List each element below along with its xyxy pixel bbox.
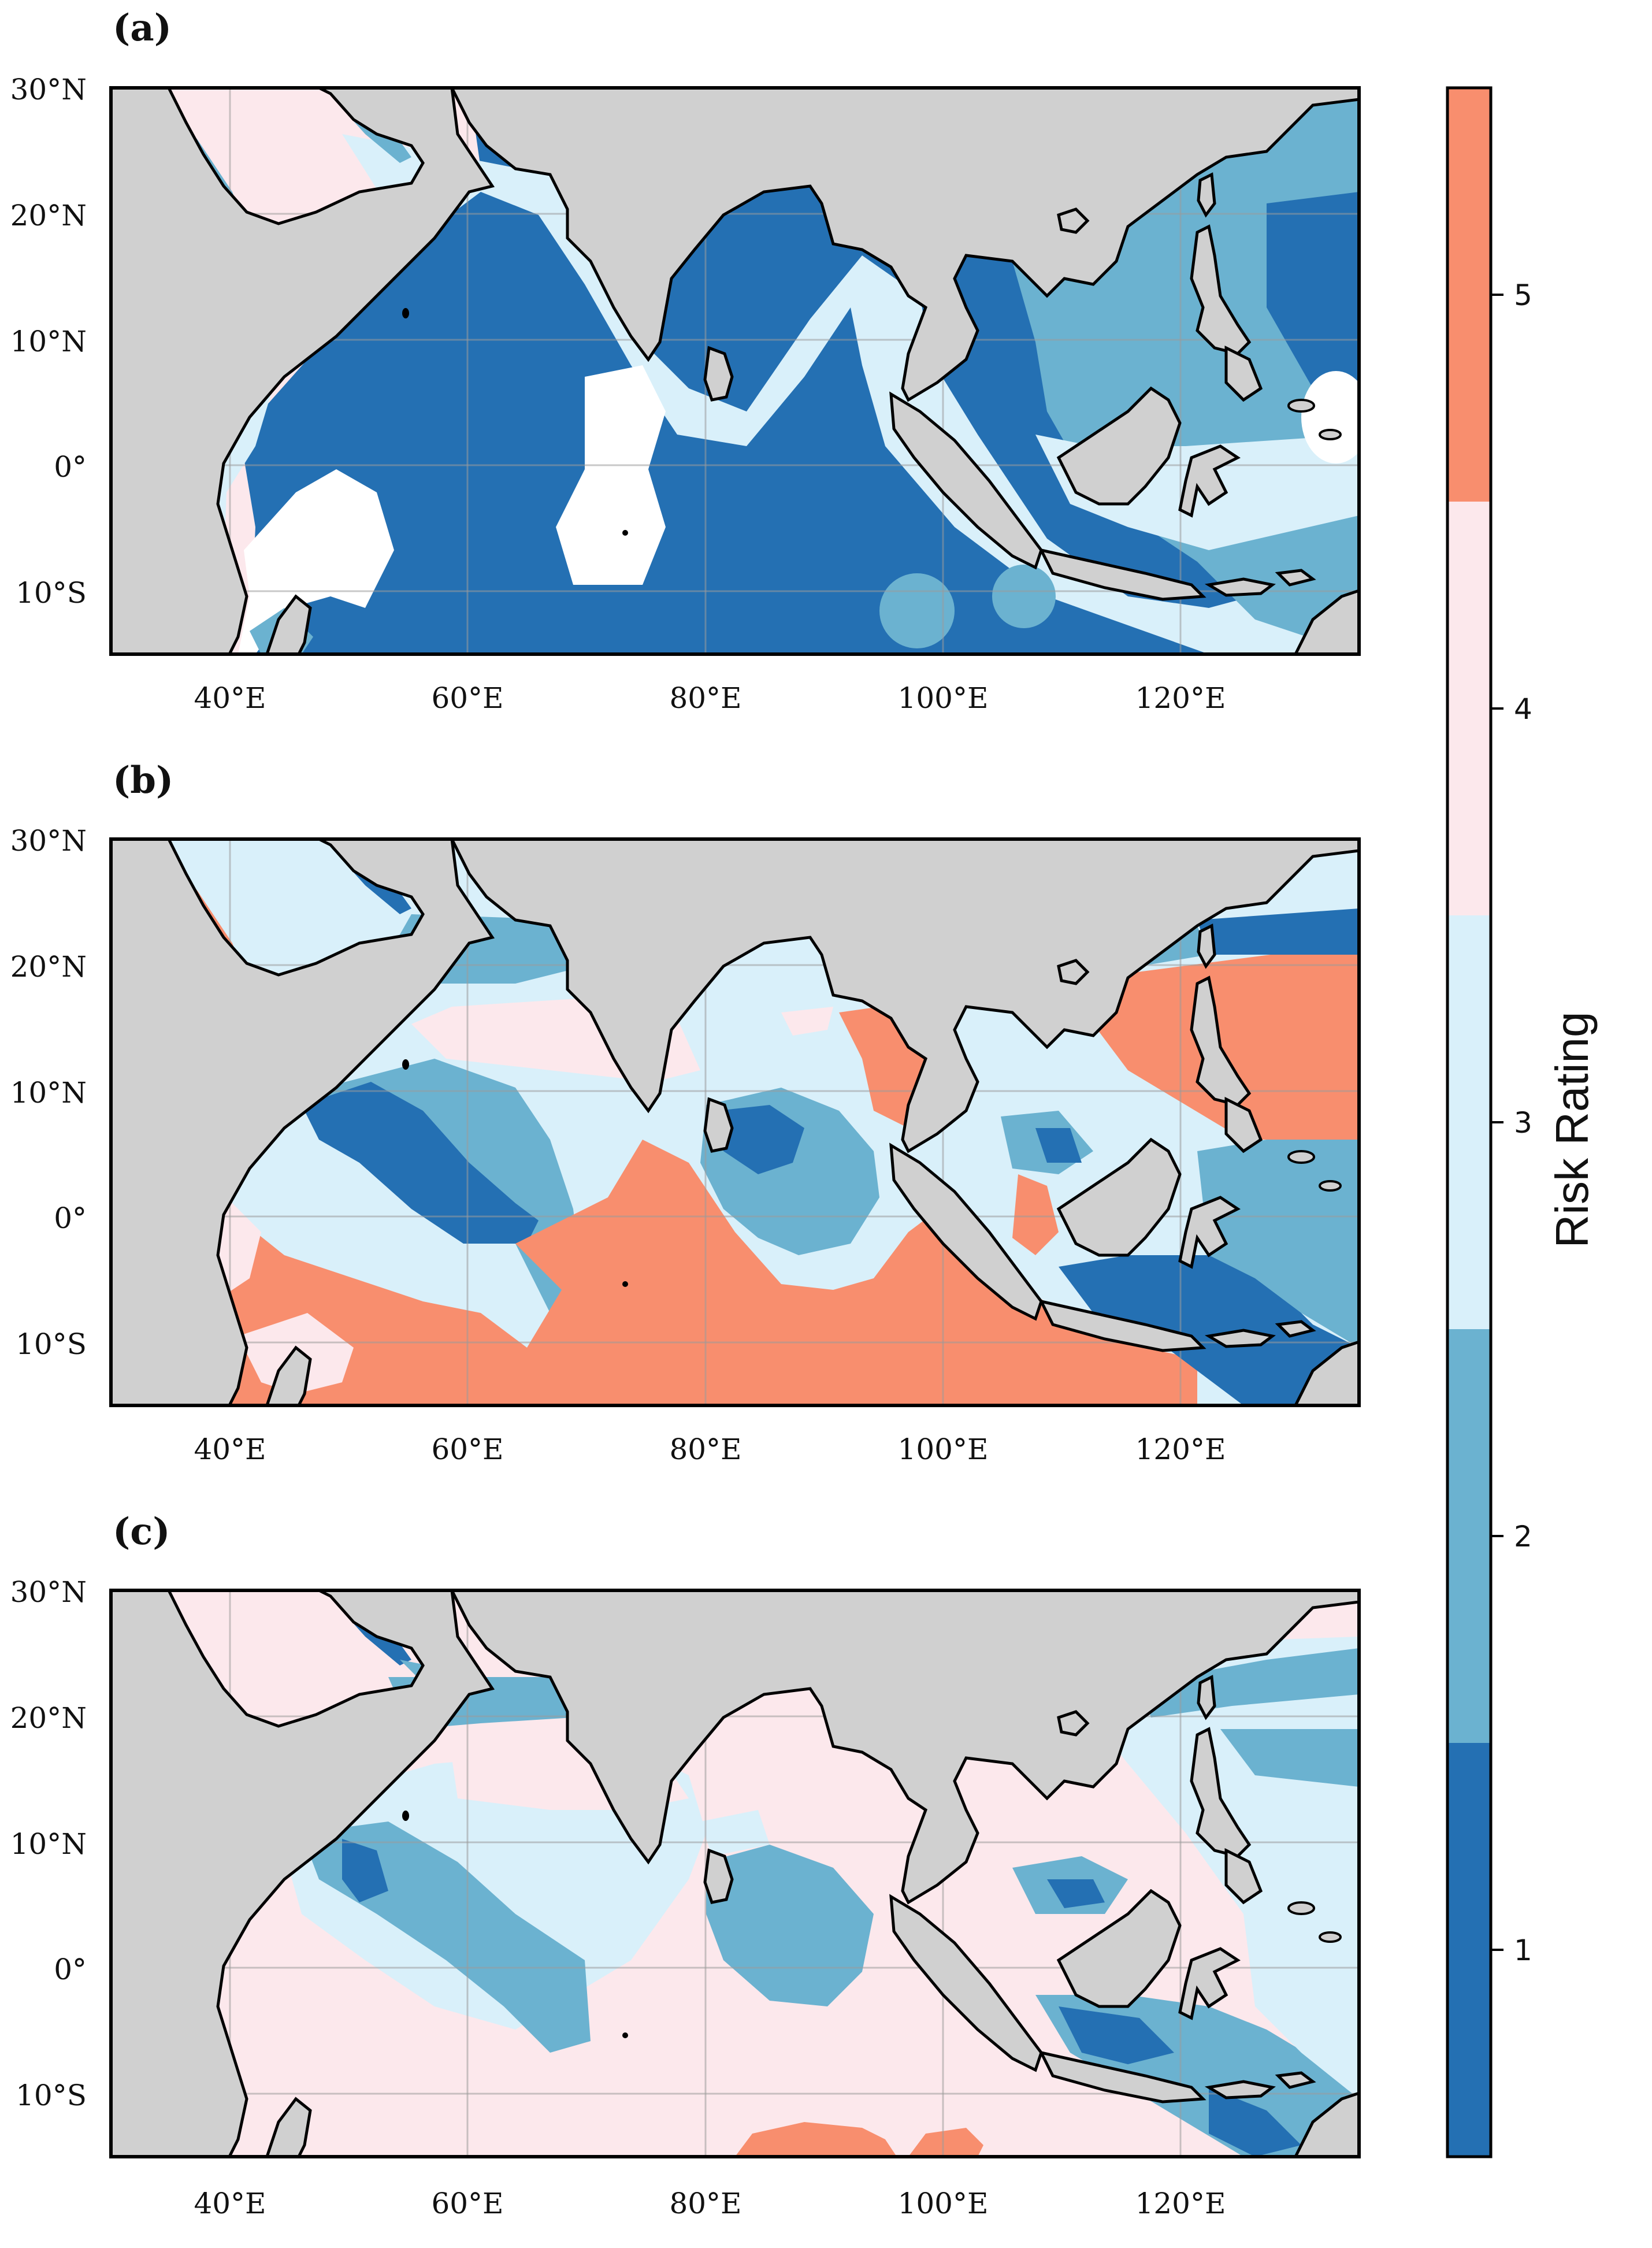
panel-b-label: (b) [113, 759, 173, 802]
lon-ticks-panel-c: 40°E 60°E 80°E 100°E 120°E [194, 2187, 1226, 2220]
lat-tick-c-10n: 10°N [10, 1827, 87, 1861]
colorbar: 1 2 3 4 5 [1446, 86, 1532, 2158]
lon-tick-c-120e: 120°E [1135, 2187, 1226, 2220]
colorbar-tick-label-3: 3 [1514, 1106, 1532, 1140]
lat-tick-b-20n: 20°N [10, 950, 87, 984]
panel-c-label: (c) [113, 1510, 170, 1553]
colorbar-label: Risk Rating [1546, 1011, 1598, 1248]
colorbar-segment-4 [1447, 502, 1491, 915]
colorbar-tick-label-5: 5 [1514, 279, 1532, 312]
panel-c-frame [109, 1589, 1361, 2158]
lon-tick-a-40e: 40°E [194, 681, 266, 715]
panel-a-frame [109, 86, 1361, 656]
lat-tick-b-0: 0° [54, 1201, 87, 1235]
lat-tick-c-10s: 10°S [16, 2079, 87, 2112]
panel-c [109, 1589, 1361, 2158]
colorbar-segment-1 [1447, 1743, 1491, 2157]
lon-tick-a-80e: 80°E [669, 681, 741, 715]
panel-a-label: (a) [113, 6, 172, 50]
colorbar-tick-label-2: 2 [1514, 1520, 1532, 1553]
panel-b [109, 837, 1361, 1407]
colorbar-tick-label-1: 1 [1514, 1934, 1532, 1967]
colorbar-tick-label-4: 4 [1514, 692, 1532, 726]
lon-tick-b-60e: 60°E [431, 1433, 503, 1466]
lat-tick-b-10s: 10°S [16, 1327, 87, 1361]
lat-ticks-panel-a: 30°N 20°N 10°N 0° 10°S [10, 73, 87, 610]
lon-tick-b-40e: 40°E [194, 1433, 266, 1466]
lon-ticks-panel-b: 40°E 60°E 80°E 100°E 120°E [194, 1433, 1226, 1466]
lat-tick-c-30n: 30°N [10, 1575, 87, 1609]
lat-tick-c-0: 0° [54, 1953, 87, 1986]
lat-tick-b-30n: 30°N [10, 824, 87, 858]
panel-b-frame [109, 837, 1361, 1407]
lon-tick-c-60e: 60°E [431, 2187, 503, 2220]
colorbar-segment-5 [1447, 88, 1491, 502]
colorbar-segment-2 [1447, 1329, 1491, 1743]
lat-ticks-panel-c: 30°N 20°N 10°N 0° 10°S [10, 1575, 87, 2112]
lon-tick-a-120e: 120°E [1135, 681, 1226, 715]
lon-tick-c-40e: 40°E [194, 2187, 266, 2220]
lon-tick-b-120e: 120°E [1135, 1433, 1226, 1466]
lon-tick-a-60e: 60°E [431, 681, 503, 715]
lon-ticks-panel-a: 40°E 60°E 80°E 100°E 120°E [194, 681, 1226, 715]
lon-tick-b-80e: 80°E [669, 1433, 741, 1466]
lat-tick-a-20n: 20°N [10, 199, 87, 232]
lat-ticks-panel-b: 30°N 20°N 10°N 0° 10°S [10, 824, 87, 1361]
lat-tick-a-30n: 30°N [10, 73, 87, 106]
lon-tick-c-100e: 100°E [898, 2187, 989, 2220]
colorbar-segment-3 [1447, 915, 1491, 1329]
lat-tick-c-20n: 20°N [10, 1701, 87, 1735]
lat-tick-b-10n: 10°N [10, 1076, 87, 1110]
lat-tick-a-10s: 10°S [16, 576, 87, 610]
lon-tick-b-100e: 100°E [898, 1433, 989, 1466]
lon-tick-a-100e: 100°E [898, 681, 989, 715]
lat-tick-a-0: 0° [54, 450, 87, 484]
lat-tick-a-10n: 10°N [10, 325, 87, 358]
panel-a [109, 86, 1361, 656]
lon-tick-c-80e: 80°E [669, 2187, 741, 2220]
